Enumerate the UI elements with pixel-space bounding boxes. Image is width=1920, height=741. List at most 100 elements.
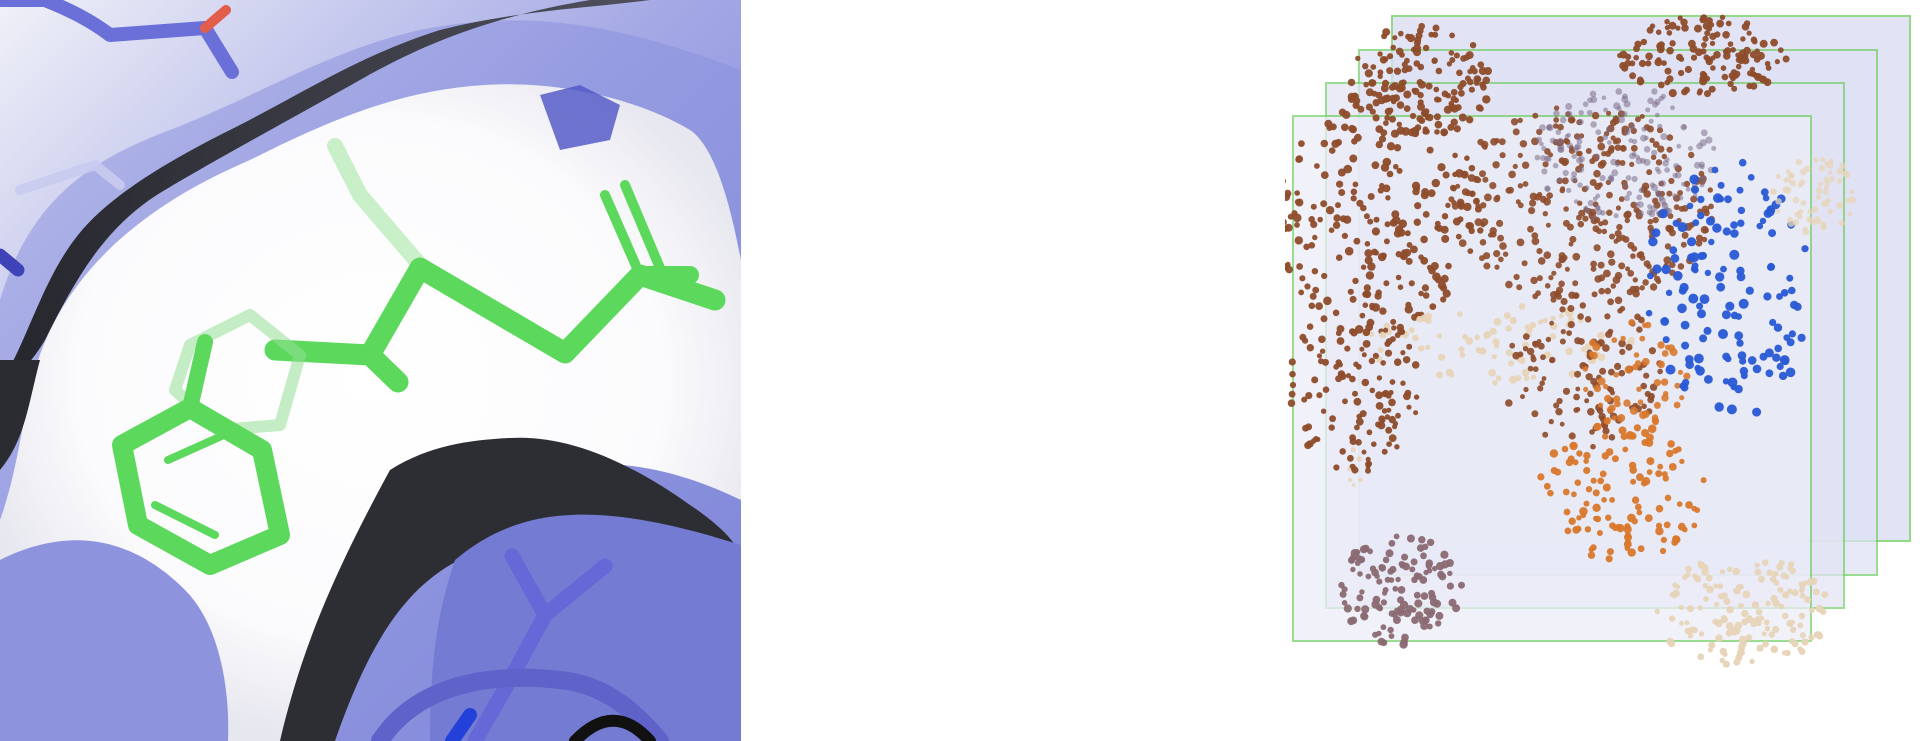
sphere-particle	[1301, 396, 1308, 403]
sphere-particle	[1843, 171, 1851, 179]
sphere-particle	[1688, 293, 1699, 304]
sphere-particle	[1617, 414, 1626, 422]
ligand-faint-ring	[169, 309, 306, 436]
sphere-particle	[1590, 377, 1598, 386]
sphere-particle	[1641, 410, 1650, 418]
sphere-particle	[1390, 95, 1398, 102]
sphere-particle	[1659, 45, 1665, 52]
sphere-particle	[1823, 185, 1829, 191]
sphere-particle	[1333, 464, 1340, 471]
sphere-particle	[1574, 479, 1582, 487]
sphere-particle	[1688, 145, 1693, 151]
sphere-particle	[1403, 392, 1411, 401]
sphere-particle	[1768, 229, 1777, 238]
sphere-particle	[1617, 116, 1625, 124]
sphere-particle	[1417, 63, 1425, 71]
sphere-particle	[1775, 198, 1782, 205]
sphere-particle	[1306, 344, 1314, 352]
sphere-particle	[1778, 371, 1788, 381]
sphere-particle	[1434, 275, 1443, 284]
sphere-particle	[1473, 80, 1480, 86]
grid-boxes-svg	[1285, 14, 1911, 668]
sphere-particle	[1787, 620, 1794, 627]
sphere-particle	[1667, 440, 1675, 448]
sphere-particle	[1522, 181, 1529, 187]
sphere-particle	[1646, 457, 1655, 466]
sphere-particle	[1545, 222, 1551, 228]
sphere-particle	[1662, 475, 1669, 482]
sphere-particle	[1653, 379, 1661, 387]
sphere-particle	[1488, 368, 1496, 377]
sphere-particle	[1639, 285, 1645, 291]
sphere-particle	[1598, 402, 1604, 408]
sphere-particle	[1766, 569, 1773, 576]
sphere-particle	[1730, 229, 1739, 238]
sphere-particle	[1661, 350, 1669, 357]
sphere-particle	[1722, 352, 1731, 361]
sphere-particle	[1576, 214, 1582, 221]
sphere-particle	[1484, 193, 1492, 202]
sphere-particle	[1681, 24, 1689, 32]
sphere-particle	[1393, 607, 1401, 615]
sphere-particle	[1441, 213, 1449, 220]
sphere-particle	[1410, 46, 1417, 53]
sphere-particle	[1387, 107, 1394, 114]
sphere-particle	[1559, 158, 1566, 165]
sphere-particle	[1564, 527, 1572, 535]
sphere-particle	[1322, 358, 1329, 366]
sphere-particle	[1413, 218, 1421, 226]
sphere-particle	[1818, 164, 1826, 172]
sphere-particle	[1343, 164, 1353, 174]
sphere-particle	[1712, 618, 1719, 625]
sphere-particle	[1351, 483, 1356, 487]
sphere-particle	[1428, 608, 1436, 616]
sphere-particle	[1761, 631, 1767, 637]
sphere-particle	[1564, 266, 1570, 272]
sphere-particle	[1400, 350, 1406, 356]
sphere-particle	[1559, 421, 1565, 427]
sphere-particle	[1547, 489, 1554, 497]
sphere-particle	[1320, 139, 1329, 148]
sphere-particle	[1528, 207, 1536, 215]
sphere-particle	[1534, 154, 1541, 161]
sphere-particle	[1604, 394, 1612, 403]
sphere-particle	[1573, 407, 1579, 413]
sphere-particle	[1669, 40, 1676, 47]
sphere-particle	[1567, 321, 1575, 329]
sphere-particle	[1354, 424, 1360, 431]
sphere-particle	[1539, 124, 1546, 131]
sphere-particle	[1562, 169, 1569, 177]
sphere-particle	[1786, 338, 1795, 347]
sphere-particle	[1717, 195, 1725, 203]
sphere-particle	[1434, 96, 1441, 103]
sphere-particle	[1592, 196, 1598, 202]
sphere-particle	[1602, 219, 1609, 226]
sphere-particle	[1660, 93, 1666, 99]
sphere-particle	[1721, 592, 1728, 599]
sphere-particle	[1598, 287, 1605, 295]
sphere-particle	[1673, 271, 1683, 281]
sphere-particle	[1459, 80, 1467, 87]
sphere-particle	[1624, 210, 1632, 218]
sphere-particle	[1381, 408, 1388, 414]
sphere-particle	[1657, 463, 1664, 470]
sphere-particle	[1550, 315, 1556, 321]
sphere-particle	[1632, 289, 1640, 298]
sphere-particle	[1696, 90, 1703, 96]
sphere-particle	[1613, 213, 1619, 219]
sphere-particle	[1493, 250, 1501, 258]
sphere-particle	[1740, 36, 1746, 42]
sphere-particle	[1404, 230, 1411, 237]
sphere-particle	[1640, 382, 1647, 390]
sphere-particle	[1304, 441, 1312, 450]
sphere-particle	[1642, 279, 1649, 286]
sphere-particle	[1633, 54, 1639, 61]
sphere-particle	[1590, 544, 1597, 551]
sphere-particle	[1697, 252, 1706, 261]
orange-cluster-bottom	[1537, 417, 1707, 563]
sphere-particle	[1513, 273, 1520, 281]
sphere-particle	[1387, 568, 1395, 575]
sphere-particle	[1380, 163, 1390, 172]
sphere-particle	[1575, 386, 1581, 392]
sphere-particle	[1512, 128, 1520, 136]
